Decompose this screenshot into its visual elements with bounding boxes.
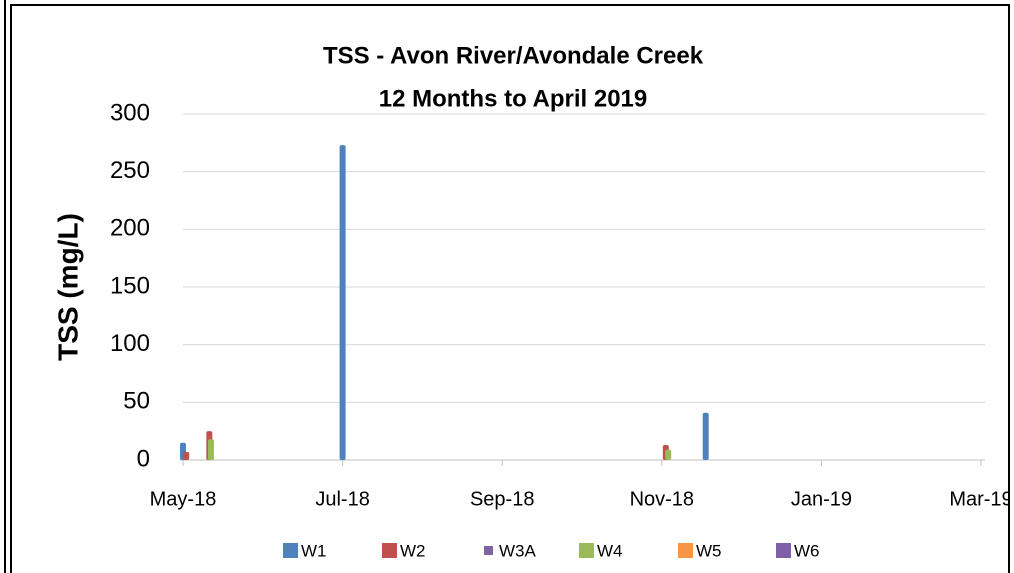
chart-subtitle: 12 Months to April 2019 bbox=[379, 85, 648, 112]
legend-swatch bbox=[484, 546, 493, 555]
legend-swatch bbox=[382, 543, 397, 558]
y-tick-label: 100 bbox=[110, 330, 150, 357]
x-tick-label: Nov-18 bbox=[630, 488, 694, 510]
y-tick-label: 250 bbox=[110, 157, 150, 184]
plot: 0 50 100 150 200 250 300 May-18 Jul-18 Sep-18 Nov-… bbox=[110, 99, 1012, 510]
x-tick-label: May-18 bbox=[150, 488, 217, 510]
y-tick-label: 50 bbox=[123, 388, 150, 415]
legend-label: W6 bbox=[794, 541, 820, 560]
y-tick-label: 200 bbox=[110, 215, 150, 242]
bar bbox=[183, 451, 190, 460]
y-tick-label: 0 bbox=[137, 445, 150, 472]
legend-label: W2 bbox=[400, 541, 426, 560]
x-tick-label: Jan-19 bbox=[791, 488, 852, 510]
frame bbox=[10, 4, 1010, 573]
legend-label: W4 bbox=[597, 541, 623, 560]
legend-swatch bbox=[678, 543, 693, 558]
legend-swatch bbox=[579, 543, 594, 558]
y-tick-label: 300 bbox=[110, 99, 150, 126]
bar bbox=[665, 449, 672, 460]
bar bbox=[339, 145, 346, 460]
x-tick-label: Jul-18 bbox=[315, 488, 369, 510]
chart-title: TSS - Avon River/Avondale Creek bbox=[323, 42, 704, 69]
bar bbox=[702, 412, 709, 460]
legend-label: W1 bbox=[301, 541, 327, 560]
y-axis-label: TSS (mg/L) bbox=[52, 213, 83, 361]
legend-label: W3A bbox=[499, 541, 537, 560]
y-tick-label: 150 bbox=[110, 272, 150, 299]
x-tick-label: Mar-19 bbox=[949, 488, 1012, 510]
legend-swatch bbox=[776, 543, 791, 558]
legend-swatch bbox=[283, 543, 298, 558]
legend-label: W5 bbox=[696, 541, 722, 560]
x-tick-label: Sep-18 bbox=[470, 488, 535, 510]
bar bbox=[207, 439, 214, 460]
